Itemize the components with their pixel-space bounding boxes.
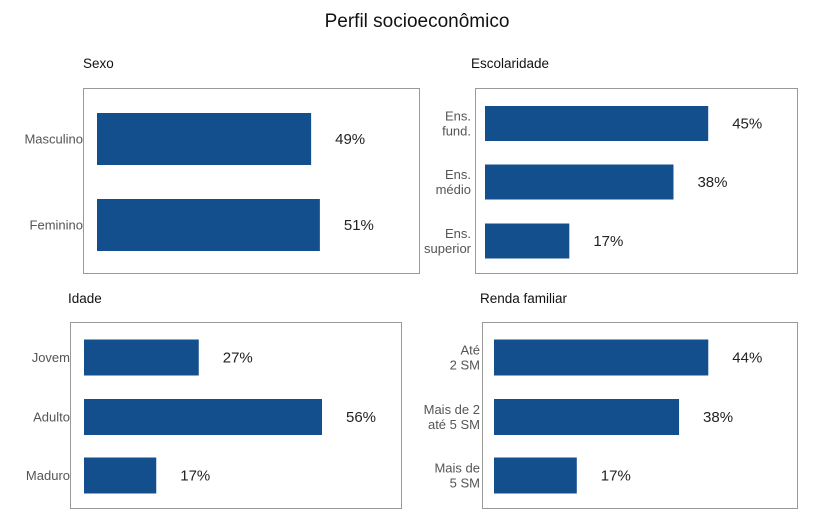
category-label: Ens. fund. xyxy=(442,109,471,139)
bar-value-label: 38% xyxy=(697,174,727,191)
category-label: Mais de 5 SM xyxy=(434,461,480,491)
bar xyxy=(494,339,709,376)
bar xyxy=(97,199,320,251)
bar-value-label: 27% xyxy=(223,350,253,367)
category-label-line: 2 SM xyxy=(450,358,480,373)
category-label: Ens. superior xyxy=(424,226,472,256)
bar-value-label: 17% xyxy=(180,468,210,485)
panel-title: Renda familiar xyxy=(480,291,568,306)
bar xyxy=(485,106,709,141)
bar xyxy=(84,399,322,435)
category-label-line: Masculino xyxy=(24,132,83,147)
category-label: Mais de 2 até 5 SM xyxy=(424,402,480,432)
category-label-line: Adulto xyxy=(33,410,70,425)
category-label: Adulto xyxy=(33,410,70,425)
category-label-line: 5 SM xyxy=(450,476,480,491)
figure-title: Perfil socioeconômico xyxy=(325,11,510,32)
bar-value-label: 49% xyxy=(335,131,365,148)
category-label: Jovem xyxy=(32,350,70,365)
panel-frame xyxy=(70,322,402,509)
panel-frame xyxy=(482,322,798,509)
panel-frame xyxy=(475,88,798,274)
panel-title: Idade xyxy=(68,291,102,306)
category-label-line: Mais de 2 xyxy=(424,402,480,417)
category-label-line: até 5 SM xyxy=(428,417,480,432)
bar xyxy=(84,339,199,376)
category-label-line: Maduro xyxy=(26,468,70,483)
category-label-line: Até xyxy=(460,343,480,358)
panel-title: Sexo xyxy=(83,56,114,71)
bar-value-label: 44% xyxy=(732,350,762,367)
panel-renda-familiar: Renda familiar 44% Até 2 SM 38% Mais de 2 até … xyxy=(424,291,798,509)
bar-value-label: 56% xyxy=(346,409,376,426)
category-label-line: Mais de xyxy=(434,461,480,476)
bar xyxy=(485,223,570,259)
bar xyxy=(97,113,312,165)
panel-sexo: Sexo 49% Masculino 51% Feminino xyxy=(24,56,420,274)
bar xyxy=(494,457,577,494)
bar-value-label: 38% xyxy=(703,409,733,426)
bar-value-label: 17% xyxy=(601,468,631,485)
category-label: Ens. médio xyxy=(436,167,471,197)
category-label: Maduro xyxy=(26,468,70,483)
category-label: Masculino xyxy=(24,132,83,147)
category-label-line: Ens. xyxy=(445,167,471,182)
bar-value-label: 45% xyxy=(732,116,762,133)
category-label: Até 2 SM xyxy=(450,343,480,373)
panel-title: Escolaridade xyxy=(471,56,549,71)
bar-value-label: 17% xyxy=(593,233,623,250)
category-label: Feminino xyxy=(30,218,83,233)
bar-value-label: 51% xyxy=(344,217,374,234)
category-label-line: Ens. xyxy=(445,226,471,241)
category-label-line: superior xyxy=(424,241,472,256)
panel-frame xyxy=(83,88,420,274)
bar xyxy=(84,457,157,494)
category-label-line: Feminino xyxy=(30,218,83,233)
category-label-line: Ens. xyxy=(445,109,471,124)
category-label-line: fund. xyxy=(442,124,471,139)
bar xyxy=(485,164,674,200)
category-label-line: médio xyxy=(436,182,471,197)
bar xyxy=(494,399,680,435)
category-label-line: Jovem xyxy=(32,350,70,365)
panel-idade: Idade 27% Jovem 56% Adulto 17% Maduro xyxy=(26,291,402,509)
